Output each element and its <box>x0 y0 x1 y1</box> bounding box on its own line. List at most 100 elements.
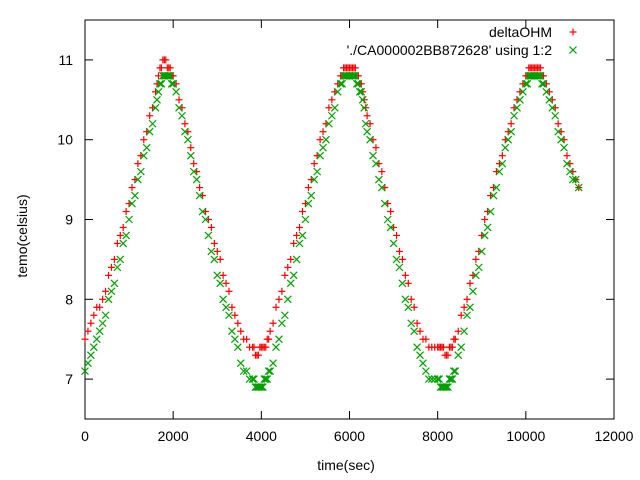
data-point <box>366 135 374 144</box>
data-point <box>136 167 145 176</box>
data-point <box>307 191 316 200</box>
data-point <box>169 79 178 88</box>
data-point <box>351 71 360 80</box>
data-point <box>304 184 312 192</box>
data-point <box>102 287 110 295</box>
data-point <box>372 159 380 168</box>
data-point <box>210 255 219 264</box>
data-point <box>107 287 116 296</box>
data-point <box>269 359 278 368</box>
data-point <box>445 375 454 384</box>
data-point <box>95 327 104 336</box>
data-point <box>507 127 516 136</box>
data-point <box>166 64 174 72</box>
data-point <box>172 87 181 96</box>
data-point <box>219 295 228 304</box>
data-point <box>167 79 176 88</box>
data-point <box>290 239 298 247</box>
data-point <box>175 103 183 112</box>
legend-marker-deltaohm <box>569 28 577 36</box>
data-point <box>451 367 460 376</box>
data-point <box>266 327 274 335</box>
data-point <box>535 71 543 80</box>
data-point <box>207 247 216 256</box>
data-point <box>128 184 136 192</box>
data-point <box>146 112 154 120</box>
data-point <box>498 152 506 160</box>
data-point <box>281 271 289 279</box>
data-point <box>536 71 545 80</box>
data-point <box>574 183 583 192</box>
data-point <box>196 184 204 192</box>
data-point <box>463 295 471 303</box>
data-point <box>154 72 162 80</box>
data-point <box>292 255 301 264</box>
data-point <box>228 303 236 311</box>
data-point <box>216 255 224 263</box>
data-point <box>357 87 366 96</box>
data-point <box>333 87 342 96</box>
data-point <box>151 103 160 112</box>
data-point <box>296 223 304 231</box>
data-point <box>413 343 422 352</box>
data-point <box>116 255 125 264</box>
y-tick-label: 8 <box>65 291 73 307</box>
data-point <box>119 239 128 248</box>
data-point <box>278 287 286 295</box>
data-point <box>157 64 165 72</box>
data-point <box>474 263 483 272</box>
data-point <box>234 319 242 327</box>
data-point <box>225 287 233 295</box>
data-point <box>133 175 142 184</box>
data-point <box>154 87 163 96</box>
data-point <box>401 295 410 304</box>
data-point <box>433 375 442 384</box>
data-point <box>369 151 377 160</box>
data-point <box>548 103 557 112</box>
data-point <box>192 175 201 184</box>
data-point <box>250 343 258 351</box>
data-point <box>398 255 406 263</box>
data-point <box>481 216 489 223</box>
data-point <box>504 135 513 144</box>
data-point <box>275 335 283 344</box>
data-point <box>361 119 370 128</box>
data-point <box>495 167 504 176</box>
data-point <box>533 71 542 80</box>
data-point <box>183 135 192 144</box>
data-point <box>286 279 295 288</box>
y-tick-label: 11 <box>58 52 73 68</box>
data-point <box>389 239 398 248</box>
data-point <box>190 160 198 168</box>
y-tick: 9 <box>65 212 614 228</box>
data-point <box>380 199 389 208</box>
y-tick: 10 <box>57 132 614 148</box>
plot-frame <box>84 19 615 420</box>
data-point <box>501 143 510 152</box>
data-point <box>554 120 562 128</box>
data-point <box>99 295 107 303</box>
data-point <box>293 231 301 239</box>
data-point <box>518 87 527 96</box>
data-point <box>272 343 280 352</box>
data-point <box>230 335 239 344</box>
y-axis-label: temo(celsius) <box>14 194 30 277</box>
data-point <box>398 279 407 288</box>
data-point <box>277 319 286 328</box>
data-point <box>435 375 444 384</box>
data-point <box>189 167 198 176</box>
data-point <box>175 96 183 104</box>
data-point <box>248 375 257 384</box>
data-point <box>280 311 289 320</box>
data-point <box>338 79 347 88</box>
data-point <box>325 104 333 112</box>
data-point <box>163 71 172 80</box>
data-point <box>295 239 304 248</box>
data-point <box>463 311 471 320</box>
data-point <box>374 175 383 184</box>
data-point <box>298 208 306 216</box>
x-tick-label: 6000 <box>334 428 365 444</box>
data-point <box>416 351 424 360</box>
data-point <box>119 223 127 231</box>
data-point <box>261 375 270 384</box>
